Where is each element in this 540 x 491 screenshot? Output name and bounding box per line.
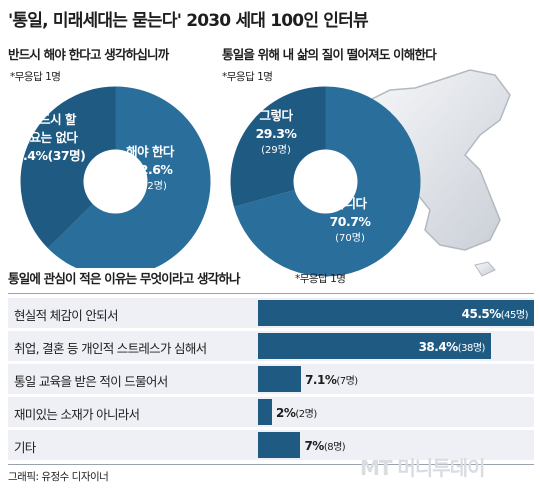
page-title: '통일, 미래세대는 묻는다' 2030 세대 100인 인터뷰 [8, 11, 369, 31]
bar-1-value: 45.5%(45명) [461, 306, 529, 321]
credit: 그래픽: 유정수 디자이너 [8, 471, 109, 483]
bar-row-2: 취업, 결혼 등 개인적 스트레스가 심해서 38.4%(38명) [8, 331, 534, 361]
bar-4 [258, 399, 272, 425]
pie1-slice-1-count: (62명) [137, 180, 167, 192]
bar-3 [258, 366, 302, 392]
divider-top [8, 293, 534, 294]
bar-row-4-label: 재미있는 소재가 아니라서 [14, 407, 140, 422]
bar-3-value-count: (7명) [336, 376, 358, 387]
bar-5-value-count: (8명) [323, 442, 346, 453]
pie2-slice-2-value: 29.3% [256, 126, 298, 141]
bar-4-value-count: (2명) [295, 409, 317, 420]
pie-chart-2: 아니다 70.7% (70명) 그렇다 29.3% (29명) [230, 86, 421, 277]
pie1-slice-2-label-1: 반드시 할 [28, 112, 77, 127]
bar-5-value-pct: 7% [304, 439, 324, 453]
pie2-slice-1-count: (70명) [335, 232, 365, 244]
pie1-note: *무응답 1명 [10, 71, 61, 83]
bar-row-4: 재미있는 소재가 아니라서 2%(2명) [8, 397, 534, 427]
brand-watermark: MT 머니투데이 [360, 456, 486, 480]
bar-3-value-pct: 7.1% [305, 373, 337, 387]
pie2-slice-2-count: (29명) [261, 144, 291, 156]
pie-chart-1: 해야 한다 62.6% (62명) 반드시 할 필요는 없다 37.4%(37명… [18, 86, 211, 277]
pie2-hole [293, 149, 358, 214]
pie2-slice-2-label: 그렇다 [259, 108, 293, 123]
bar-row-3-label: 통일 교육을 받은 적이 드물어서 [14, 374, 168, 389]
pie1-slice-2 [20, 86, 116, 249]
bar-2-value-count: (38명) [457, 343, 486, 354]
bar-1 [258, 300, 534, 326]
pie1-slice-1-value: 62.6% [132, 162, 174, 177]
pie2-note: *무응답 1명 [222, 71, 273, 83]
pie1-slice-1-label: 해야 한다 [126, 144, 175, 159]
bar-row-2-label: 취업, 결혼 등 개인적 스트레스가 심해서 [14, 341, 207, 356]
pie1-slice-2-label-2: 필요는 없다 [19, 130, 79, 145]
bar-note: *무응답 1명 [295, 273, 346, 285]
bar-2-value-pct: 38.4% [418, 340, 459, 354]
bar-row-1-label: 현실적 체감이 안되서 [14, 308, 118, 323]
pie1-title: 반드시 해야 한다고 생각하십니까 [8, 44, 169, 63]
pie2-slice-1-value: 70.7% [330, 214, 372, 229]
bar-3-value: 7.1%(7명) [305, 372, 358, 387]
bar-5-value: 7%(8명) [304, 438, 345, 453]
bar-title: 통일에 관심이 적은 이유는 무엇이라고 생각하나 [8, 268, 241, 287]
bar-1-value-count: (45명) [500, 310, 529, 321]
pie2-slice-1-label: 아니다 [333, 196, 367, 211]
bar-row-5: 기타 7%(8명) [8, 430, 534, 460]
pie1-hole [83, 149, 148, 214]
bar-4-value: 2%(2명) [276, 405, 317, 420]
bar-2 [258, 333, 491, 359]
bar-5 [258, 432, 301, 458]
bar-row-5-label: 기타 [14, 440, 36, 455]
bar-row-3: 통일 교육을 받은 적이 드물어서 7.1%(7명) [8, 364, 534, 394]
pie1-slice-2-value: 37.4%(37명) [18, 148, 85, 163]
bar-1-value-pct: 45.5% [461, 307, 502, 321]
bar-chart: 현실적 체감이 안되서 45.5%(45명) 취업, 결혼 등 개인적 스트레스… [8, 298, 534, 463]
bar-2-value: 38.4%(38명) [418, 339, 486, 354]
bar-4-value-pct: 2% [276, 406, 296, 420]
bar-row-1: 현실적 체감이 안되서 45.5%(45명) [8, 298, 534, 328]
pie2-title: 통일을 위해 내 삶의 질이 떨어져도 이해한다 [222, 44, 437, 63]
divider-bottom [8, 464, 534, 465]
